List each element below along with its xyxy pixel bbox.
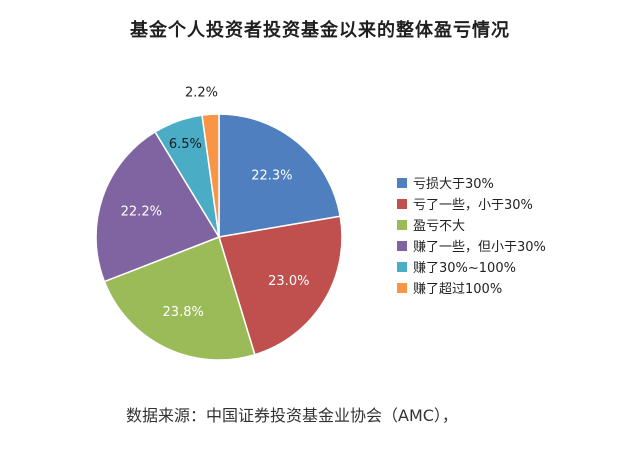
legend-label: 赚了30%~100% xyxy=(413,261,516,276)
legend: 亏损大于30% 亏了一些，小于30% 盈亏不大 赚了一些，但小于30% 赚了30… xyxy=(397,172,546,298)
legend-swatch xyxy=(397,282,407,293)
legend-label: 赚了一些，但小于30% xyxy=(413,240,546,255)
slice-value-label: 23.0% xyxy=(268,274,309,289)
legend-item-loss-over-30: 亏损大于30% xyxy=(397,172,546,193)
legend-item-gain-30-100: 赚了30%~100% xyxy=(397,256,546,277)
legend-swatch xyxy=(397,240,407,251)
data-source-note: 数据来源：中国证券投资基金业协会（AMC）， xyxy=(126,406,458,425)
legend-label: 亏了一些，小于30% xyxy=(413,198,533,213)
legend-swatch xyxy=(397,198,407,209)
slice-value-label: 22.3% xyxy=(251,168,292,183)
slice-value-label: 23.8% xyxy=(163,305,204,320)
pie-outline xyxy=(95,113,343,361)
slice-value-label: 6.5% xyxy=(169,137,202,152)
legend-item-gain-under-30: 赚了一些，但小于30% xyxy=(397,235,546,256)
legend-swatch xyxy=(397,177,407,188)
slice-value-label: 22.2% xyxy=(121,205,162,220)
legend-item-loss-under-30: 亏了一些，小于30% xyxy=(397,193,546,214)
legend-label: 赚了超过100% xyxy=(413,282,503,297)
legend-item-gain-over-100: 赚了超过100% xyxy=(397,277,546,298)
chart-title: 基金个人投资者投资基金以来的整体盈亏情况 xyxy=(130,20,510,41)
legend-label: 盈亏不大 xyxy=(413,219,466,234)
legend-swatch xyxy=(397,261,407,272)
legend-item-break-even: 盈亏不大 xyxy=(397,214,546,235)
legend-label: 亏损大于30% xyxy=(413,177,494,192)
legend-swatch xyxy=(397,219,407,230)
slice-value-label: 2.2% xyxy=(185,85,218,100)
